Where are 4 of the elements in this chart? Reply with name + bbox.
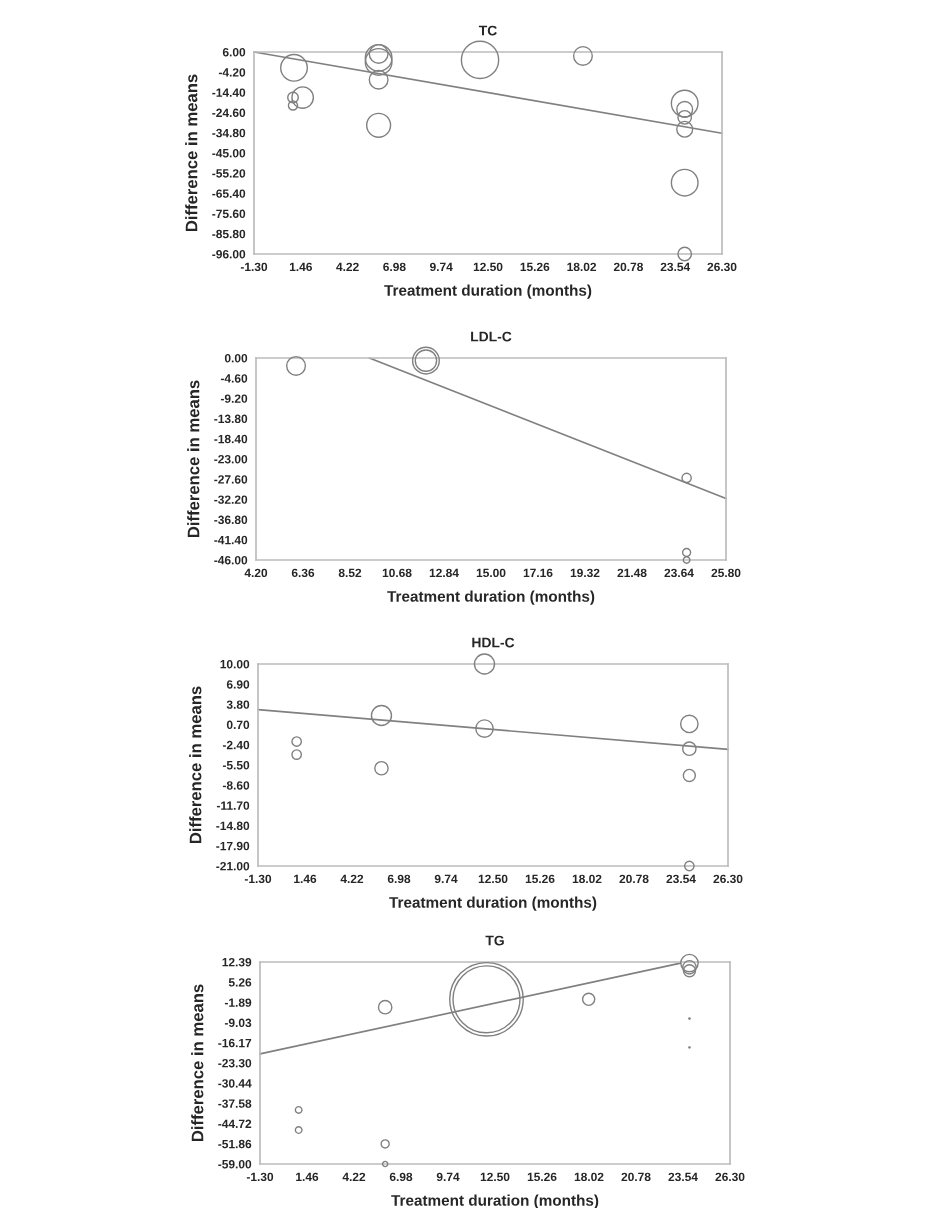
y-axis-title: Difference in means [185,74,198,232]
y-axis-title: Difference in means [187,380,200,538]
y-axis-title: Difference in means [191,984,204,1142]
y-axis-title: Difference in means [189,686,202,844]
